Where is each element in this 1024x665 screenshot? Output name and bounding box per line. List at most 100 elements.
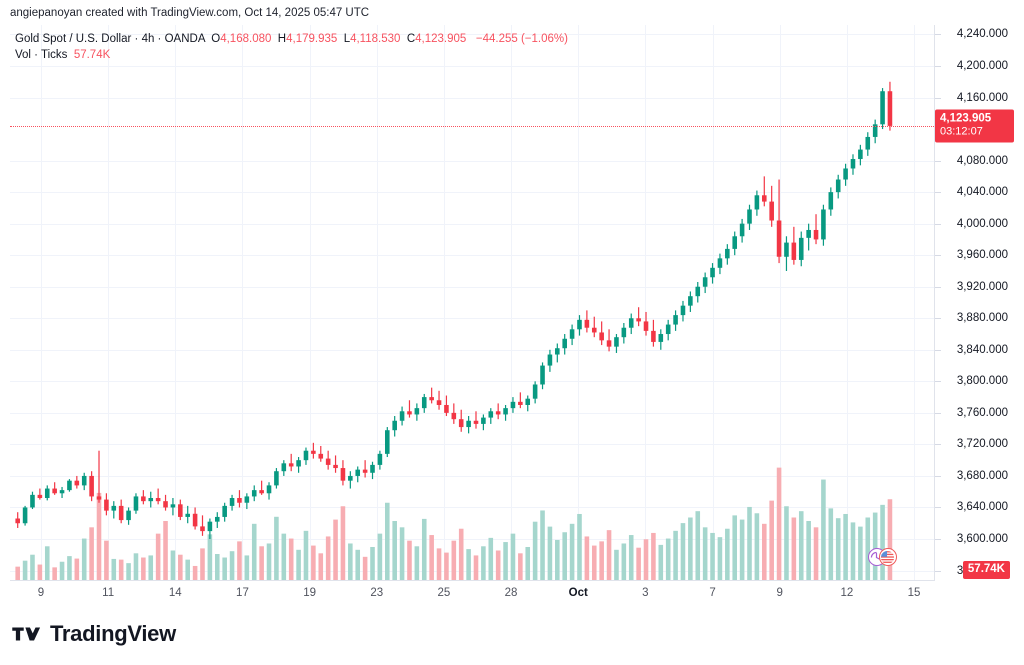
volume-badge[interactable]: 57.74K (962, 561, 1010, 579)
candle-body (466, 420, 471, 428)
volume-bar (843, 513, 848, 580)
candle-body (348, 475, 353, 481)
candle-body (518, 401, 523, 405)
volume-bar (525, 546, 531, 580)
volume-bar (207, 534, 213, 580)
chart-plot-area[interactable]: Gold Spot / U.S. Dollar · 4h · OANDA O4,… (10, 25, 935, 581)
volume-bar (628, 535, 634, 580)
price-tick-dash (935, 287, 941, 288)
volume-bar (89, 527, 94, 580)
volume-bar (30, 554, 35, 580)
volume-bar (673, 530, 678, 580)
candle-body (52, 488, 57, 494)
volume-bar (621, 543, 627, 580)
gridline-vertical (578, 25, 579, 580)
candle-body (769, 201, 774, 221)
candle-body (163, 501, 168, 508)
volume-bar (569, 523, 575, 580)
gridline-horizontal (10, 255, 934, 256)
volume-bar (858, 526, 863, 580)
candle-body (835, 179, 841, 193)
candle-body (577, 319, 582, 330)
volume-bar (281, 533, 287, 580)
candle-wick (431, 387, 433, 404)
candle-body (22, 507, 28, 524)
volume-bar (37, 564, 43, 580)
gridline-vertical (310, 25, 311, 580)
volume-bar (392, 521, 397, 580)
time-tick-label: 28 (504, 587, 518, 599)
candle-body (599, 332, 604, 341)
candle-body (178, 504, 183, 517)
time-tick-label: 15 (907, 587, 921, 599)
candle-body (303, 450, 309, 461)
volume-bar (111, 558, 117, 580)
candle-body (296, 460, 301, 467)
volume-bar (348, 543, 353, 580)
volume-bar (274, 516, 279, 580)
volume-bar (362, 556, 368, 580)
candle-body (200, 526, 205, 532)
gridline-vertical (175, 25, 176, 580)
candle-body (628, 318, 634, 328)
candle-body (414, 408, 420, 415)
candle-body (569, 329, 575, 339)
price-tick-dash (935, 161, 941, 162)
volume-bar (473, 555, 479, 580)
price-scale[interactable]: 4,240.000 4,200.000 4,160.000 4,080.000 4,04… (935, 25, 1014, 580)
volume-bar (680, 523, 686, 580)
volume-bar (451, 540, 457, 580)
gridline-horizontal (10, 413, 934, 414)
candle-body (37, 494, 43, 499)
volume-bar (414, 546, 420, 580)
time-scale[interactable]: 9 11 14 17 19 23 25 28 Oct 3 7 9 12 15 (10, 581, 934, 605)
candle-body (222, 505, 227, 517)
gridline-horizontal (10, 161, 934, 162)
price-tick-label: 3,800.000 (956, 375, 1008, 388)
candle-body (67, 480, 72, 491)
volume-bar (185, 559, 190, 580)
price-tick-label: 4,200.000 (956, 59, 1008, 72)
price-tick-dash (935, 571, 941, 572)
candle-body (207, 521, 213, 532)
candle-body (185, 513, 190, 517)
price-tick-label: 3,960.000 (956, 249, 1008, 262)
volume-bar (385, 502, 390, 580)
volume-bar (458, 528, 464, 580)
volume-bar (318, 553, 324, 580)
volume-bar (377, 533, 383, 580)
candle-body (237, 498, 242, 503)
candle-wick (261, 480, 263, 495)
volume-bar (170, 550, 176, 580)
candle-body (325, 458, 331, 465)
current-price-value: 4,123.905 (940, 112, 992, 125)
volume-bar (762, 523, 767, 580)
us-economic-event-flag-icon[interactable] (867, 548, 898, 566)
price-tick-label: 4,040.000 (956, 186, 1008, 199)
volume-bar (540, 510, 545, 580)
gridline-horizontal (10, 350, 934, 351)
volume-bar (503, 542, 508, 580)
volume-bar (200, 548, 205, 580)
candle-wick (364, 460, 366, 478)
volume-bar (614, 549, 619, 580)
candle-body (288, 463, 294, 467)
candle-body (170, 504, 176, 508)
gridline-horizontal (10, 539, 934, 540)
price-tick-dash (935, 192, 941, 193)
candle-wick (638, 307, 640, 327)
price-tick-dash (935, 476, 941, 477)
volume-bar (813, 527, 819, 580)
current-price-badge[interactable]: 4,123.905 03:12:07 (935, 109, 1014, 143)
volume-bar (155, 533, 161, 580)
volume-bar (769, 500, 774, 580)
candle-body (214, 516, 220, 522)
volume-bar (259, 546, 264, 580)
candle-body (791, 242, 797, 260)
volume-bar (651, 532, 656, 580)
volume-bar (178, 554, 183, 580)
candle-body (850, 159, 856, 169)
time-tick-label: 23 (370, 587, 384, 599)
candle-body (843, 168, 848, 180)
gridline-vertical (645, 25, 646, 580)
